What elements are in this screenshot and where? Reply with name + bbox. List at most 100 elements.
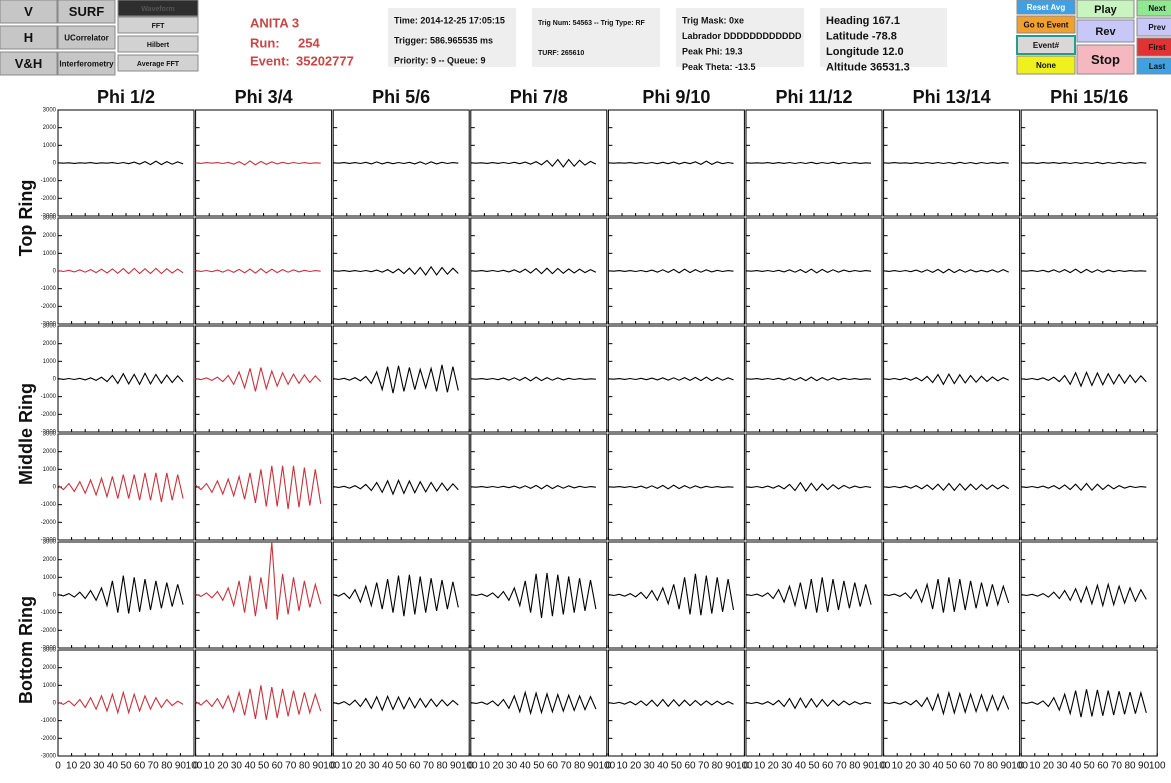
- button-label[interactable]: Rev: [1095, 26, 1116, 38]
- row-label: Middle Ring: [16, 383, 36, 485]
- button-label[interactable]: Stop: [1091, 52, 1120, 67]
- button[interactable]: [117, 0, 199, 17]
- button-label[interactable]: Next: [1148, 4, 1166, 13]
- button-label[interactable]: Last: [1149, 62, 1166, 71]
- x-tick-label: 40: [657, 761, 669, 772]
- waveform: [745, 696, 872, 710]
- button-label[interactable]: Play: [1094, 4, 1118, 16]
- x-tick-label: 90: [175, 761, 187, 772]
- waveform: [195, 465, 322, 510]
- button[interactable]: [1136, 57, 1171, 75]
- button-label[interactable]: Event#: [1033, 41, 1060, 50]
- button-label[interactable]: Interferometry: [59, 60, 114, 69]
- button-label[interactable]: Reset Avg: [1027, 3, 1066, 12]
- button[interactable]: [1016, 0, 1076, 15]
- button-label[interactable]: Average FFT: [137, 61, 180, 68]
- event-info: 35202777: [296, 53, 354, 68]
- button[interactable]: [117, 16, 199, 34]
- button[interactable]: [1016, 15, 1076, 34]
- button-label[interactable]: UCorrelator: [64, 34, 108, 43]
- x-tick-label: 10: [1029, 761, 1041, 772]
- y-tick-label: 2000: [43, 341, 57, 347]
- waveform: [57, 160, 184, 166]
- waveform: [745, 577, 872, 613]
- waveform: [1021, 482, 1147, 492]
- waveform: [333, 364, 459, 394]
- x-tick-label: 100: [736, 761, 753, 772]
- x-tick-label: 10: [341, 761, 353, 772]
- button[interactable]: [57, 0, 116, 24]
- column-header: Phi 1/2: [97, 87, 155, 107]
- button[interactable]: [57, 25, 116, 50]
- x-tick-label: 30: [644, 761, 656, 772]
- waveform: [57, 472, 184, 503]
- waveform: [333, 265, 459, 276]
- info-line: Time: 2014-12-25 17:05:15: [394, 15, 505, 25]
- button-label[interactable]: FFT: [152, 23, 166, 30]
- button-label[interactable]: H: [24, 30, 33, 45]
- column-header: Phi 11/12: [775, 87, 852, 107]
- button[interactable]: [117, 35, 199, 53]
- y-tick-label: 1000: [43, 683, 57, 689]
- button[interactable]: [57, 51, 116, 76]
- info-panel: [820, 8, 947, 67]
- waveform: [608, 268, 734, 274]
- button-label[interactable]: None: [1036, 61, 1057, 70]
- button-label[interactable]: SURF: [69, 4, 104, 19]
- column-header: Phi 13/14: [913, 87, 991, 107]
- x-tick-label: 70: [148, 761, 160, 772]
- waveform: [1021, 582, 1147, 608]
- x-tick-label: 30: [368, 761, 380, 772]
- button[interactable]: [1076, 0, 1135, 19]
- button[interactable]: [1076, 19, 1135, 43]
- button-label[interactable]: Hilbert: [147, 42, 170, 49]
- y-tick-label: 0: [53, 701, 57, 707]
- y-tick-label: -3000: [41, 214, 57, 220]
- button[interactable]: [1136, 0, 1171, 17]
- waveform: [608, 376, 734, 382]
- button[interactable]: [0, 51, 58, 76]
- x-tick-label: 70: [836, 761, 848, 772]
- x-tick-label: 20: [768, 761, 780, 772]
- button[interactable]: [0, 25, 58, 50]
- x-tick-label: 10: [754, 761, 766, 772]
- x-tick-label: 80: [712, 761, 724, 772]
- x-tick-label: 20: [217, 761, 229, 772]
- y-tick-label: -2000: [41, 304, 57, 310]
- x-tick-label: 10: [892, 761, 904, 772]
- button[interactable]: [1136, 17, 1171, 37]
- x-tick-label: 40: [1070, 761, 1082, 772]
- x-tick-label: 60: [272, 761, 284, 772]
- waveform: [333, 694, 459, 712]
- x-tick-label: 20: [905, 761, 917, 772]
- button-label[interactable]: V&H: [15, 56, 42, 71]
- waveform: [470, 376, 596, 382]
- button-label[interactable]: Go to Event: [1024, 21, 1069, 30]
- info-line: Trigger: 586.965535 ms: [394, 35, 493, 45]
- x-tick-label: 60: [684, 761, 696, 772]
- x-tick-label: 70: [973, 761, 985, 772]
- button[interactable]: [1136, 37, 1171, 57]
- x-tick-label: 20: [80, 761, 92, 772]
- button-label[interactable]: V: [24, 4, 33, 19]
- button[interactable]: [0, 0, 58, 24]
- y-tick-label: 0: [53, 593, 57, 599]
- waveform: [608, 484, 734, 490]
- x-tick-label: 90: [450, 761, 462, 772]
- button-label[interactable]: First: [1148, 43, 1166, 52]
- button-label[interactable]: Waveform: [141, 6, 175, 13]
- event-info: 254: [298, 35, 320, 50]
- button[interactable]: [1016, 35, 1076, 55]
- button[interactable]: [117, 54, 199, 72]
- button[interactable]: [1016, 55, 1076, 75]
- x-tick-label: 30: [919, 761, 931, 772]
- x-tick-label: 0: [743, 761, 749, 772]
- x-tick-label: 0: [468, 761, 474, 772]
- button[interactable]: [1076, 44, 1135, 75]
- x-tick-label: 90: [1138, 761, 1150, 772]
- row-label: Top Ring: [16, 180, 36, 257]
- x-tick-label: 10: [479, 761, 491, 772]
- x-tick-label: 100: [874, 761, 891, 772]
- button-label[interactable]: Prev: [1148, 23, 1166, 32]
